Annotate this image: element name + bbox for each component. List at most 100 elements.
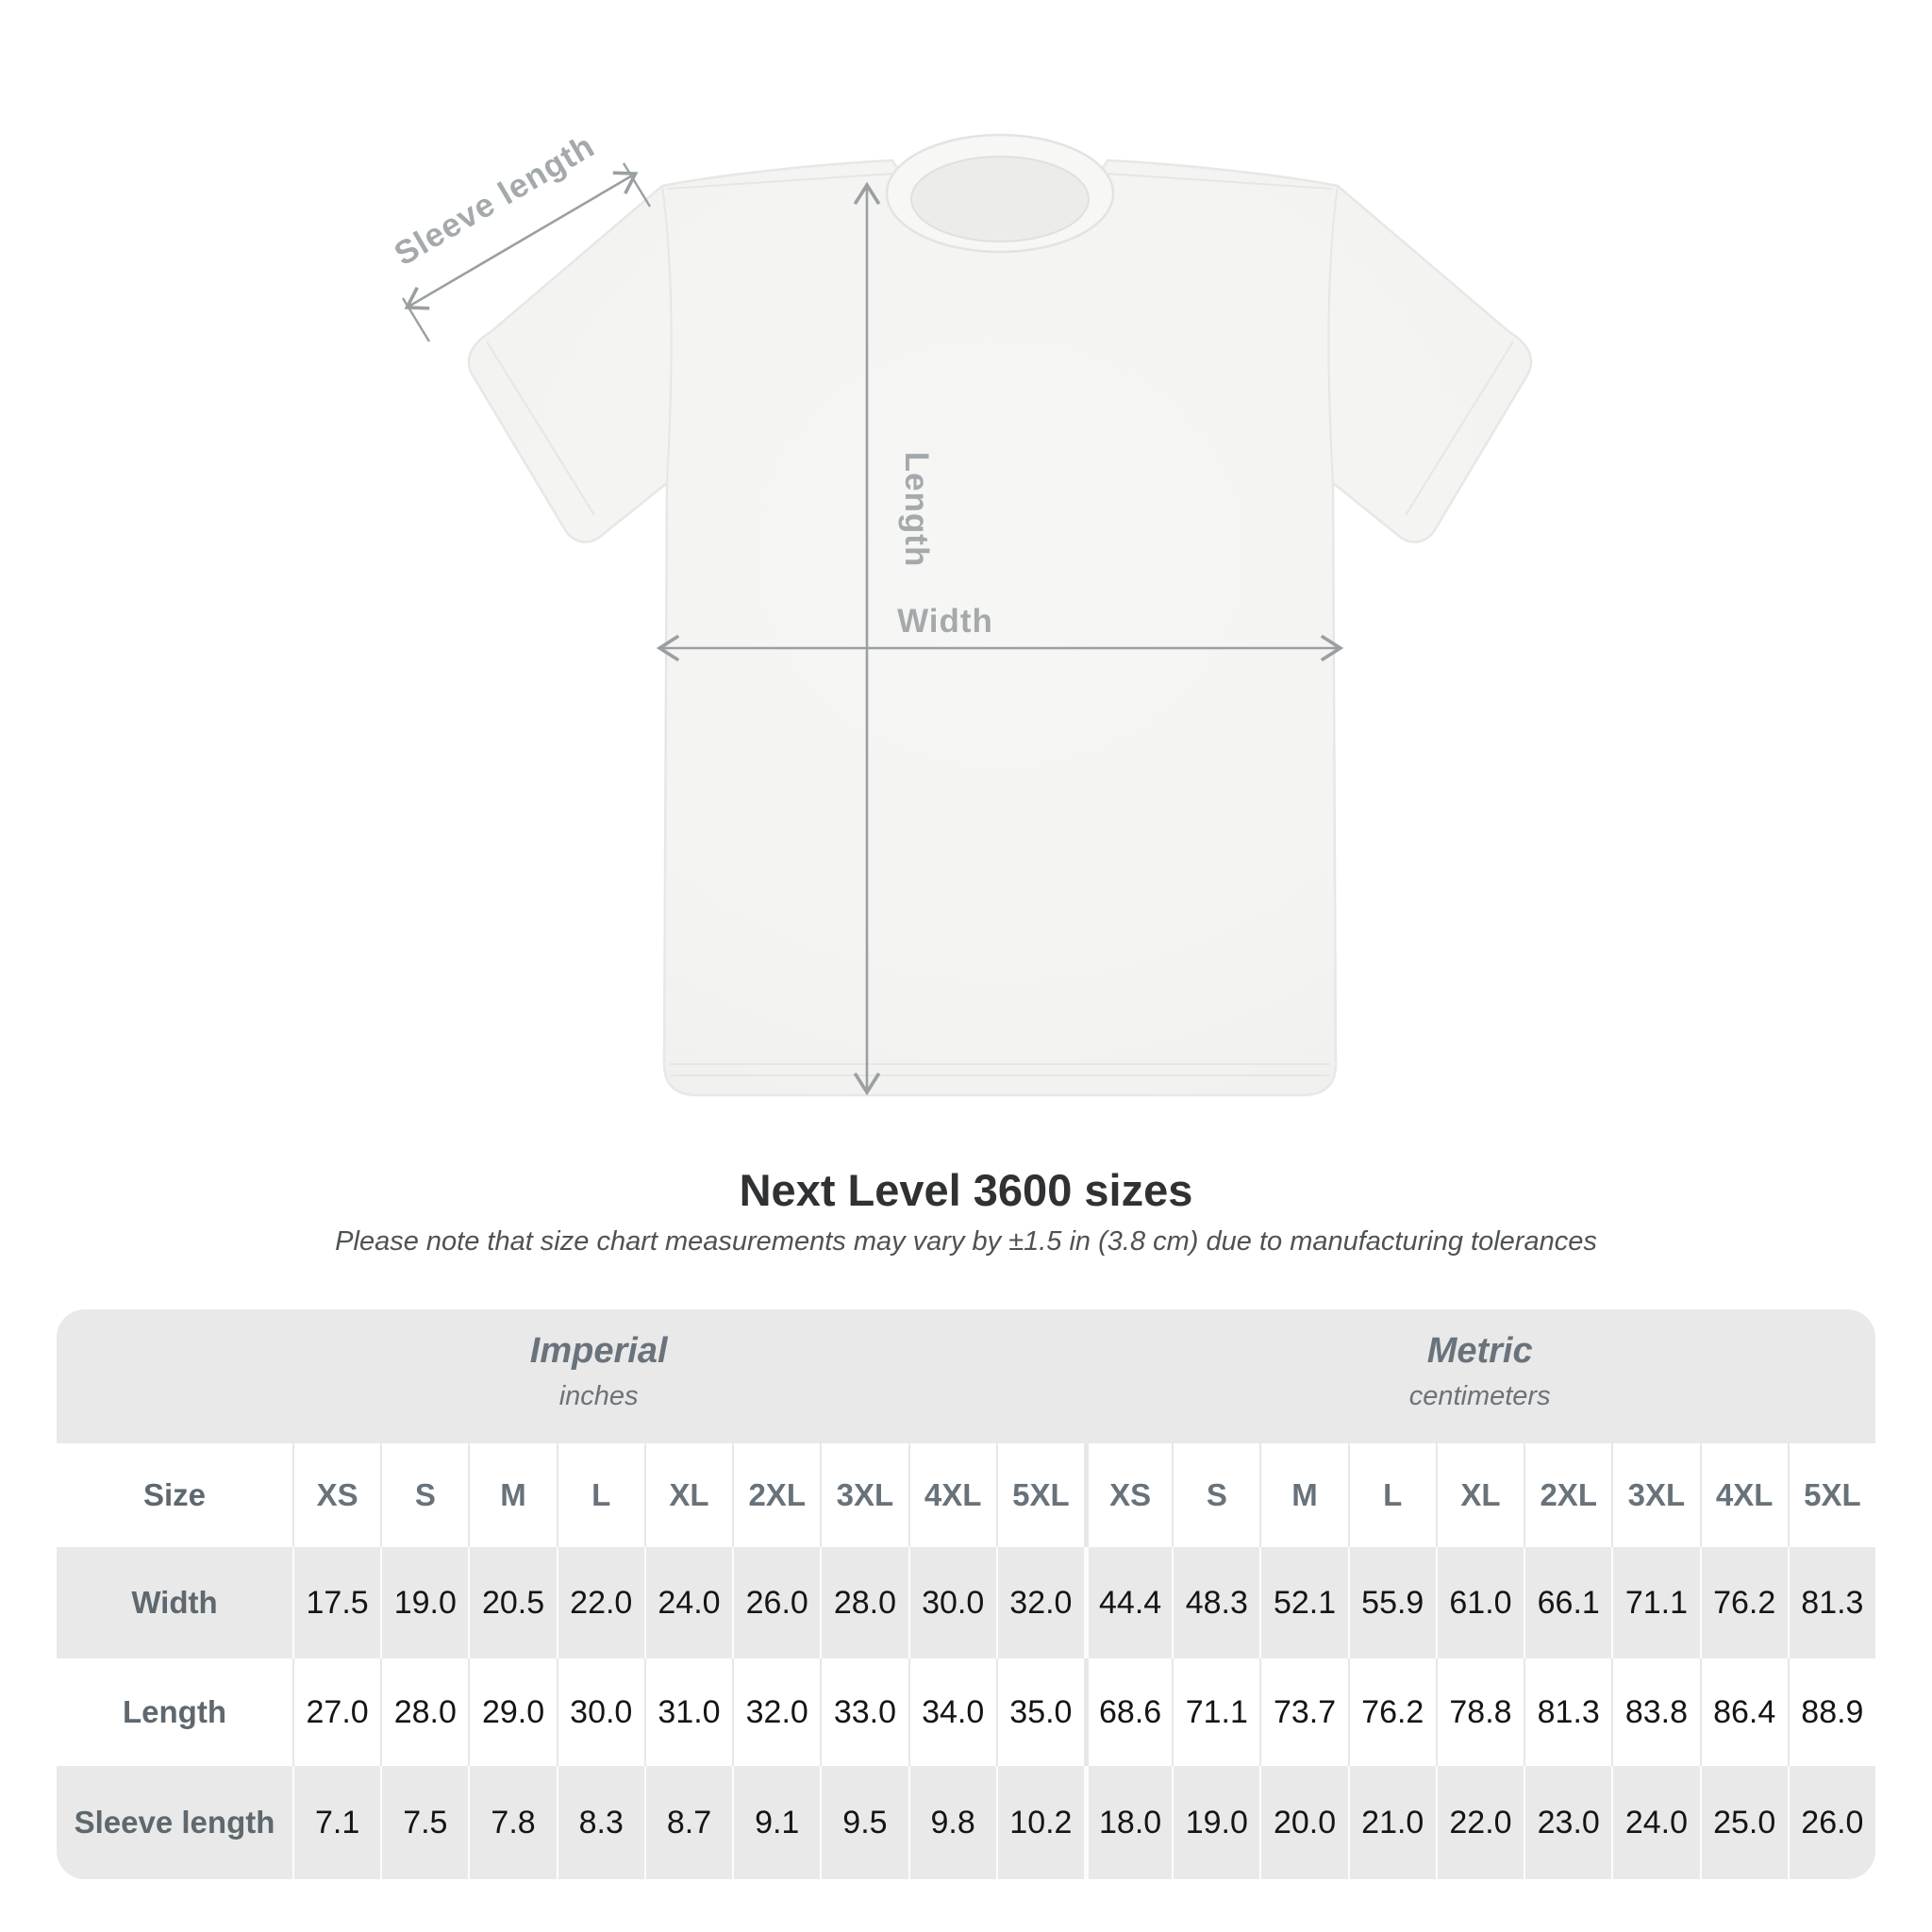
size-col-header-metric: XS xyxy=(1083,1443,1172,1547)
width-label: Width xyxy=(897,603,993,640)
table-row-width: Width 17.5 19.0 20.5 22.0 24.0 26.0 28.0 30.0 32.… xyxy=(57,1547,1875,1658)
tolerance-note: Please note that size chart measurements… xyxy=(335,1226,1597,1257)
size-col-header-metric: 4XL xyxy=(1699,1443,1788,1547)
value-cell-imperial: 10.2 xyxy=(995,1766,1084,1879)
metric-unit: centimeters xyxy=(1408,1381,1551,1411)
value-cell-imperial: 7.1 xyxy=(292,1766,380,1879)
sleeve-length-label: Sleeve length xyxy=(388,127,601,273)
size-col-header-metric: 5XL xyxy=(1787,1443,1875,1547)
value-cell-imperial: 28.0 xyxy=(820,1547,908,1658)
value-cell-metric: 20.0 xyxy=(1259,1766,1347,1879)
collar-opening xyxy=(910,156,1090,242)
imperial-label: Imperial xyxy=(529,1331,668,1371)
size-col-header-metric: L xyxy=(1347,1443,1436,1547)
size-header-row: Size XS S M L XL 2XL 3XL 4XL 5XL XS S M L XL 2XL 3XL 4XL 5… xyxy=(57,1443,1875,1547)
page-title: Next Level 3600 sizes xyxy=(739,1165,1193,1215)
size-col-header-imperial: XS xyxy=(292,1443,380,1547)
size-col-header-imperial: L xyxy=(556,1443,644,1547)
value-cell-metric: 23.0 xyxy=(1524,1766,1611,1879)
size-table-rows: Size XS S M L XL 2XL 3XL 4XL 5XL XS S M L XL 2XL 3XL 4XL 5… xyxy=(57,1443,1875,1879)
value-cell-metric: 24.0 xyxy=(1611,1766,1699,1879)
value-cell-metric: 61.0 xyxy=(1435,1547,1524,1658)
value-cell-metric: 21.0 xyxy=(1347,1766,1436,1879)
tshirt-illustration xyxy=(467,133,1533,1097)
size-row-label: Size xyxy=(142,1477,207,1512)
value-cell-imperial: 32.0 xyxy=(732,1658,820,1766)
value-cell-metric: 83.8 xyxy=(1611,1658,1699,1766)
value-cell-imperial: 22.0 xyxy=(556,1547,644,1658)
value-cell-metric: 18.0 xyxy=(1083,1766,1172,1879)
size-table-card: Imperial inches Metric centimeters Size X… xyxy=(57,1309,1875,1879)
size-col-header-imperial: 3XL xyxy=(820,1443,908,1547)
row-label: Sleeve length xyxy=(74,1805,275,1840)
value-cell-metric: 26.0 xyxy=(1787,1766,1875,1879)
value-cell-imperial: 19.0 xyxy=(380,1547,468,1658)
value-cell-imperial: 9.8 xyxy=(908,1766,996,1879)
seam-lines xyxy=(486,173,1514,1076)
value-cell-imperial: 34.0 xyxy=(908,1658,996,1766)
value-cell-imperial: 7.5 xyxy=(380,1766,468,1879)
length-label: Length xyxy=(898,452,935,568)
value-cell-imperial: 35.0 xyxy=(995,1658,1084,1766)
size-col-header-metric: 3XL xyxy=(1611,1443,1699,1547)
value-cell-imperial: 7.8 xyxy=(468,1766,556,1879)
value-cell-metric: 73.7 xyxy=(1259,1658,1347,1766)
value-cell-metric: 44.4 xyxy=(1083,1547,1172,1658)
value-cell-imperial: 8.3 xyxy=(556,1766,644,1879)
value-cell-imperial: 8.7 xyxy=(643,1766,732,1879)
size-col-header-imperial: S xyxy=(380,1443,468,1547)
value-cell-metric: 19.0 xyxy=(1172,1766,1259,1879)
value-cell-metric: 86.4 xyxy=(1699,1658,1788,1766)
value-cell-metric: 66.1 xyxy=(1524,1547,1611,1658)
value-cell-imperial: 30.0 xyxy=(556,1658,644,1766)
size-col-header-imperial: 4XL xyxy=(908,1443,996,1547)
size-col-header-imperial: 2XL xyxy=(732,1443,820,1547)
size-col-header-imperial: XL xyxy=(643,1443,732,1547)
value-cell-metric: 48.3 xyxy=(1172,1547,1259,1658)
size-col-header-imperial: M xyxy=(468,1443,556,1547)
size-col-header-metric: M xyxy=(1259,1443,1347,1547)
size-col-header-metric: S xyxy=(1172,1443,1259,1547)
imperial-group-header: Imperial inches xyxy=(57,1309,1084,1443)
value-cell-imperial: 30.0 xyxy=(908,1547,996,1658)
value-cell-metric: 81.3 xyxy=(1787,1547,1875,1658)
size-col-header-metric: 2XL xyxy=(1524,1443,1611,1547)
value-cell-imperial: 28.0 xyxy=(380,1658,468,1766)
value-cell-imperial: 29.0 xyxy=(468,1658,556,1766)
value-cell-imperial: 20.5 xyxy=(468,1547,556,1658)
sleeve-extension-tick-bottom xyxy=(401,297,431,342)
value-cell-metric: 71.1 xyxy=(1172,1658,1259,1766)
unit-group-header-band: Imperial inches Metric centimeters xyxy=(57,1309,1875,1443)
value-cell-metric: 81.3 xyxy=(1524,1658,1611,1766)
table-row-sleeve-length: Sleeve length 7.1 7.5 7.8 8.3 8.7 9.1 9.5 9.8 10.… xyxy=(57,1766,1875,1879)
value-cell-imperial: 24.0 xyxy=(643,1547,732,1658)
row-label: Width xyxy=(131,1585,218,1620)
value-cell-imperial: 31.0 xyxy=(643,1658,732,1766)
value-cell-imperial: 33.0 xyxy=(820,1658,908,1766)
row-label: Length xyxy=(123,1694,226,1729)
sleeve-extension-tick-top xyxy=(622,162,652,208)
value-cell-imperial: 32.0 xyxy=(995,1547,1084,1658)
value-cell-imperial: 17.5 xyxy=(292,1547,380,1658)
value-cell-imperial: 9.1 xyxy=(732,1766,820,1879)
value-cell-metric: 68.6 xyxy=(1083,1658,1172,1766)
value-cell-metric: 55.9 xyxy=(1347,1547,1436,1658)
value-cell-imperial: 26.0 xyxy=(732,1547,820,1658)
value-cell-metric: 88.9 xyxy=(1787,1658,1875,1766)
value-cell-imperial: 27.0 xyxy=(292,1658,380,1766)
size-col-header-imperial: 5XL xyxy=(995,1443,1084,1547)
value-cell-metric: 78.8 xyxy=(1435,1658,1524,1766)
imperial-unit: inches xyxy=(558,1381,639,1411)
value-cell-metric: 22.0 xyxy=(1435,1766,1524,1879)
value-cell-metric: 71.1 xyxy=(1611,1547,1699,1658)
metric-group-header: Metric centimeters xyxy=(1084,1309,1875,1443)
value-cell-metric: 52.1 xyxy=(1259,1547,1347,1658)
table-row-length: Length 27.0 28.0 29.0 30.0 31.0 32.0 33.0 34.0 35… xyxy=(57,1658,1875,1766)
size-col-header-metric: XL xyxy=(1435,1443,1524,1547)
tshirt-body xyxy=(467,158,1533,1097)
value-cell-metric: 76.2 xyxy=(1699,1547,1788,1658)
value-cell-metric: 25.0 xyxy=(1699,1766,1788,1879)
tshirt-measurement-diagram: Sleeve length Length Width xyxy=(388,127,1533,1097)
value-cell-metric: 76.2 xyxy=(1347,1658,1436,1766)
